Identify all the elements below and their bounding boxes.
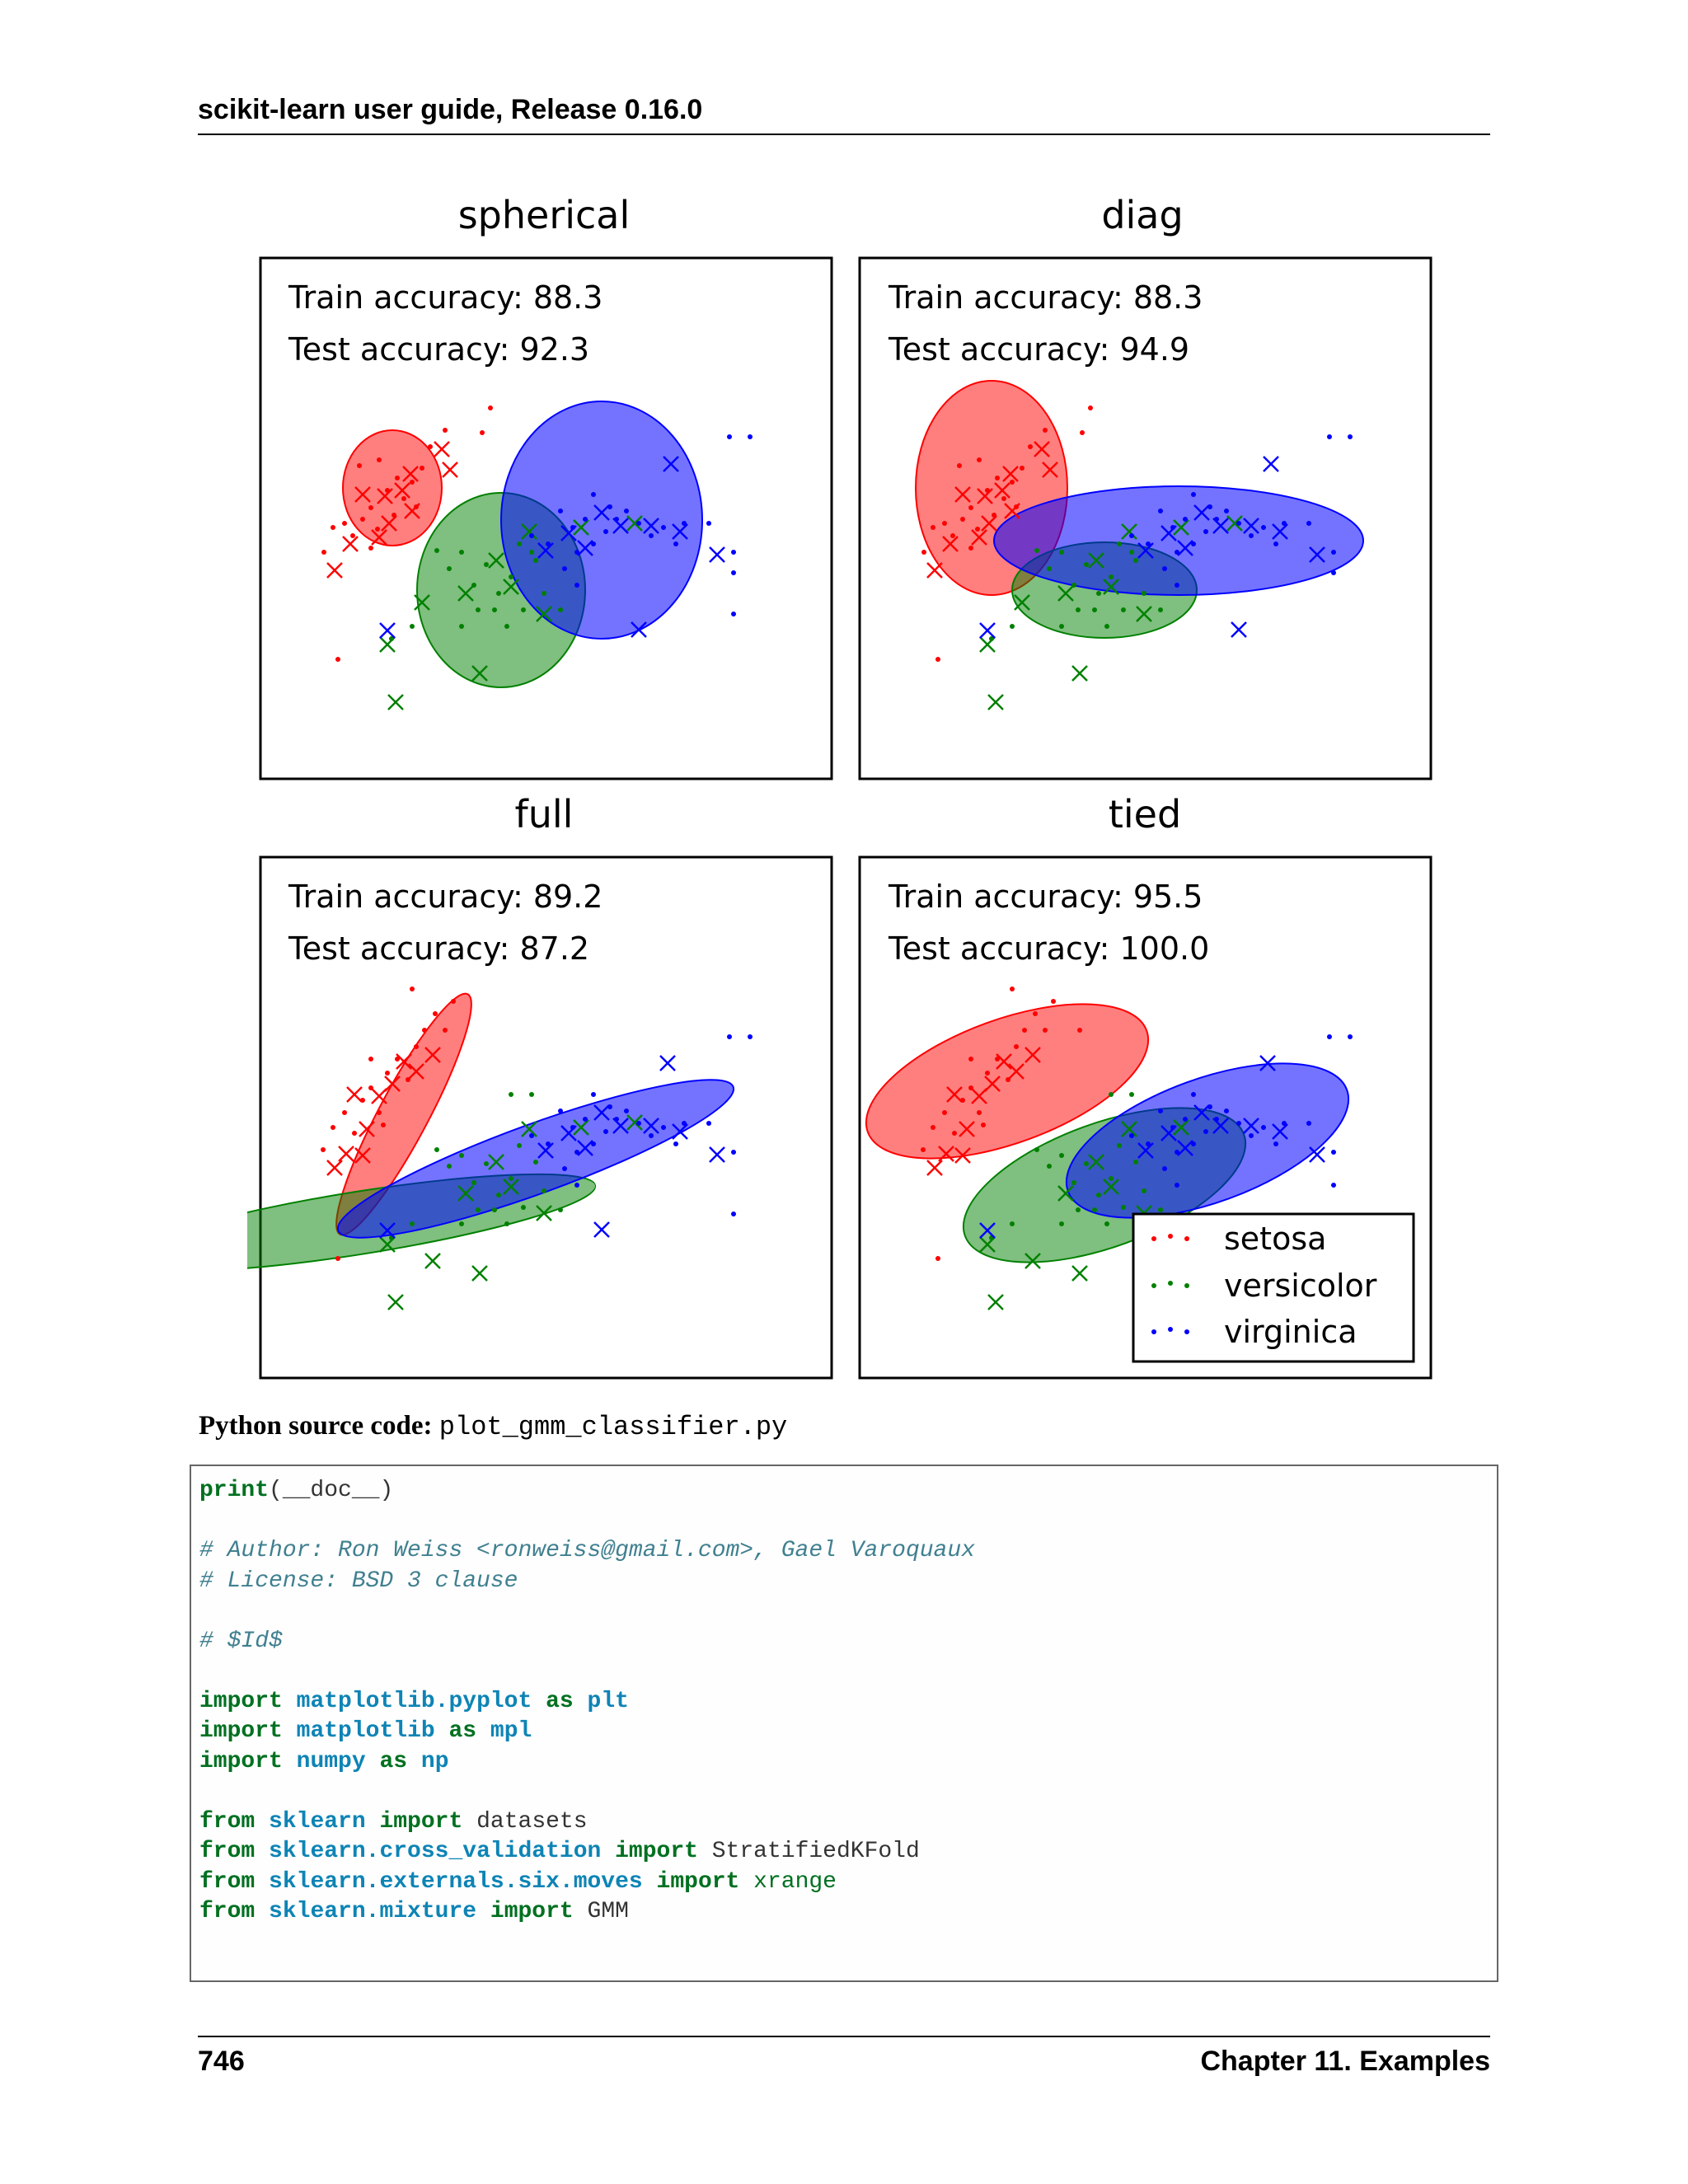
code-line: print(__doc__) [199, 1478, 394, 1503]
page-number: 746 [198, 2046, 245, 2077]
page-footer: 746 Chapter 11. Examples [198, 2036, 1490, 2087]
legend-label-versicolor: versicolor [1224, 1268, 1377, 1304]
code-line: import matplotlib as mpl [199, 1718, 532, 1744]
panel-diag: diag Train accuracy: 88.3 Test accuracy:… [858, 198, 1432, 780]
panel-title-diag: diag [1101, 198, 1183, 237]
source-caption: Python source code: plot_gmm_classifier.… [199, 1411, 787, 1442]
code-line: from sklearn.cross_validation import Str… [199, 1839, 920, 1864]
virginica-points [1129, 1034, 1353, 1188]
code-line [199, 1777, 975, 1807]
legend-swatch-versicolor [1151, 1281, 1189, 1288]
gmm-classifier-figure: spherical Train accuracy: 88.3 Test accu… [247, 198, 1451, 1393]
source-filename-link[interactable]: plot_gmm_classifier.py [438, 1412, 788, 1442]
legend: setosa versicolor virginica [1132, 1212, 1415, 1363]
test-accuracy: Test accuracy: 87.2 [288, 930, 589, 967]
code-line [199, 1507, 975, 1537]
code-comment: # $Id$ [199, 1628, 283, 1654]
versicolor-points [389, 541, 563, 641]
versicolor-points [989, 1092, 1163, 1240]
code-line [199, 1657, 975, 1687]
panel-title-tied: tied [1109, 792, 1181, 837]
code-listing: print(__doc__) # Author: Ron Weiss <ronw… [199, 1476, 975, 1928]
code-line: from sklearn import datasets [199, 1808, 588, 1835]
code-line: import matplotlib.pyplot as plt [199, 1688, 629, 1714]
legend-swatch-setosa [1151, 1234, 1189, 1241]
test-accuracy: Test accuracy: 94.9 [888, 331, 1189, 368]
virginica-ellipse [336, 1079, 735, 1239]
panel-title-full: full [515, 792, 574, 837]
code-line: from sklearn.externals.six.moves import … [199, 1868, 837, 1895]
train-accuracy: Train accuracy: 88.3 [888, 279, 1203, 316]
code-block: print(__doc__) # Author: Ron Weiss <ronw… [190, 1465, 1498, 1982]
virginica-points [1129, 434, 1353, 588]
test-accuracy: Test accuracy: 92.3 [288, 331, 589, 368]
legend-label-setosa: setosa [1224, 1221, 1326, 1257]
setosa-points [321, 405, 493, 662]
header-title: scikit-learn user guide, Release 0.16.0 [198, 94, 703, 125]
code-comment: # License: BSD 3 clause [199, 1568, 518, 1594]
legend-label-virginica: virginica [1224, 1314, 1357, 1350]
virginica-ellipse [500, 401, 703, 640]
legend-box [1132, 1212, 1415, 1363]
setosa-ellipse [342, 429, 443, 546]
page-header: scikit-learn user guide, Release 0.16.0 [198, 92, 1490, 135]
code-line: from sklearn.mixture import GMM [199, 1899, 629, 1924]
test-accuracy: Test accuracy: 100.0 [888, 930, 1209, 967]
figure-svg: spherical Train accuracy: 88.3 Test accu… [247, 198, 1432, 1380]
code-comment: # Author: Ron Weiss <ronweiss@gmail.com>… [199, 1538, 975, 1563]
code-line [199, 1596, 975, 1627]
chapter-title: Chapter 11. Examples [1200, 2046, 1490, 2077]
setosa-points [921, 987, 1082, 1261]
virginica-points [529, 434, 753, 616]
legend-swatch-virginica [1151, 1327, 1189, 1334]
setosa-points [321, 987, 456, 1261]
panel-spherical: spherical Train accuracy: 88.3 Test accu… [259, 198, 833, 780]
panel-full: full Train accuracy: 89.2 Test accuracy:… [247, 792, 833, 1380]
train-accuracy: Train accuracy: 95.5 [888, 879, 1203, 915]
panel-tied: tied Train accuracy: 95.5 Test accuracy:… [858, 792, 1432, 1380]
panel-title-spherical: spherical [458, 198, 631, 237]
virginica-points [529, 1034, 753, 1216]
train-accuracy: Train accuracy: 88.3 [288, 279, 603, 316]
code-line: import numpy as np [199, 1748, 449, 1774]
versicolor-points [989, 541, 1163, 641]
source-label: Python source code: [199, 1411, 433, 1441]
train-accuracy: Train accuracy: 89.2 [288, 879, 603, 915]
